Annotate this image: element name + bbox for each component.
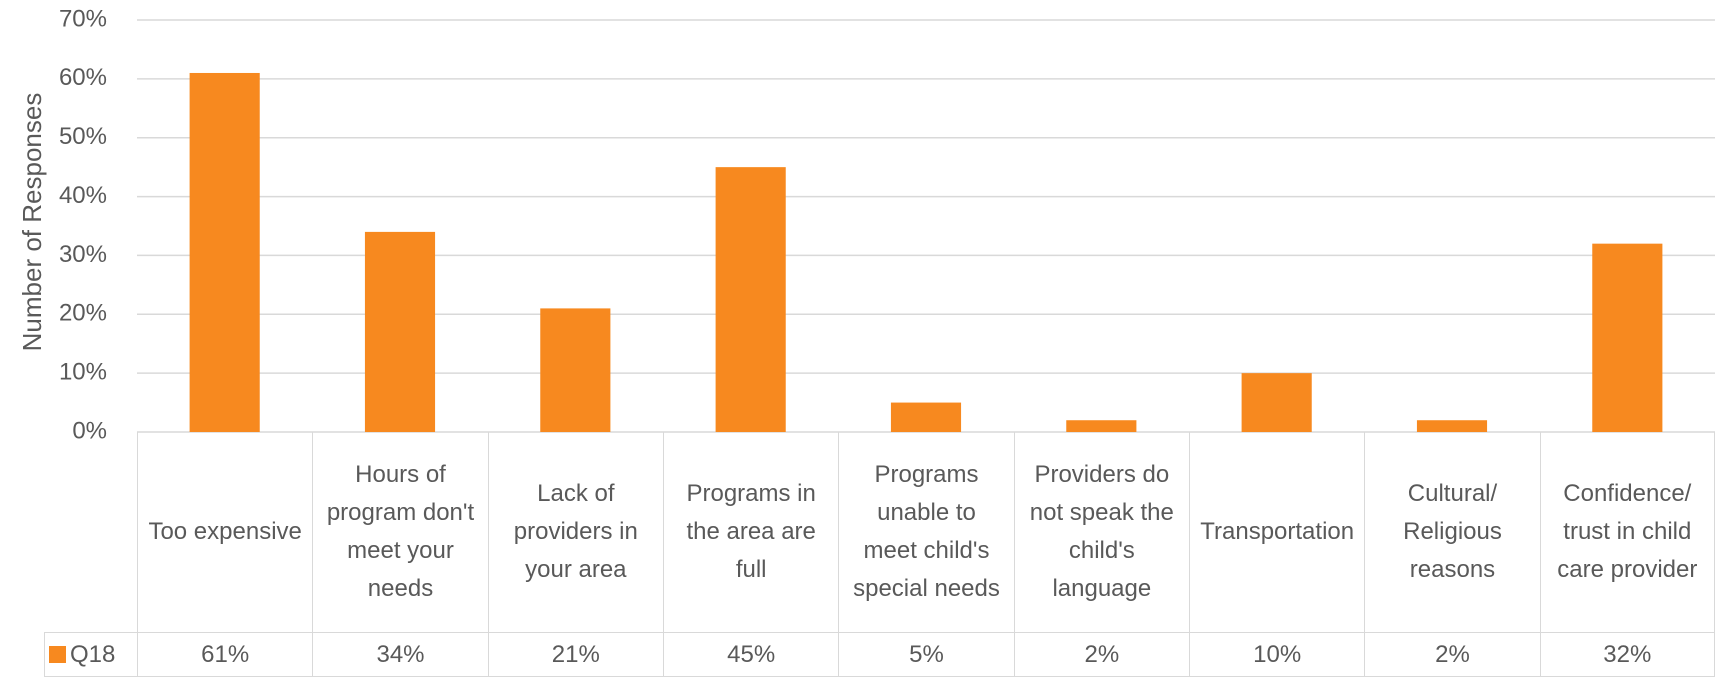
bar: [189, 72, 260, 432]
value-label: 61%: [137, 632, 313, 677]
category-label: Programs in the area are full: [663, 432, 838, 632]
y-tick-label: 40%: [59, 182, 107, 209]
bar: [1416, 420, 1488, 432]
category-label: Providers do not speak the child's langu…: [1013, 432, 1189, 632]
category-label: Programs unable to meet child's special …: [838, 432, 1013, 632]
bar: [890, 402, 962, 432]
category-label: Too expensive: [137, 432, 312, 632]
category-label: Lack of providers in your area: [487, 432, 663, 632]
bar: [715, 167, 786, 432]
category-label: Confidence/ trust in child care provider: [1539, 432, 1715, 632]
y-tick-label: 50%: [59, 123, 107, 150]
bar: [364, 231, 436, 432]
legend-entry: Q18: [44, 632, 137, 677]
category-label: Transportation: [1189, 432, 1364, 632]
value-label: 2%: [1364, 632, 1540, 677]
value-label: 34%: [312, 632, 488, 677]
bar: [1066, 420, 1137, 432]
y-tick-label: 20%: [59, 300, 107, 327]
value-label: 32%: [1539, 632, 1715, 677]
y-tick-label: 70%: [59, 5, 107, 32]
legend-label: Q18: [70, 640, 116, 668]
bar: [540, 308, 611, 432]
value-label: 21%: [487, 632, 663, 677]
value-label: 45%: [663, 632, 839, 677]
value-label: 2%: [1013, 632, 1189, 677]
y-tick-label: 30%: [59, 241, 107, 268]
y-tick-label: 10%: [59, 358, 107, 385]
bar: [1592, 243, 1663, 432]
y-axis-title: Number of Responses: [17, 93, 47, 352]
y-tick-label: 60%: [59, 64, 107, 91]
value-label: 10%: [1189, 632, 1365, 677]
y-tick-label: 0%: [72, 417, 107, 444]
bar: [1241, 373, 1312, 432]
category-label: Cultural/ Religious reasons: [1364, 432, 1539, 632]
category-label: Hours of program don't meet your needs: [312, 432, 487, 632]
value-label: 5%: [838, 632, 1014, 677]
legend-swatch: [49, 646, 66, 663]
